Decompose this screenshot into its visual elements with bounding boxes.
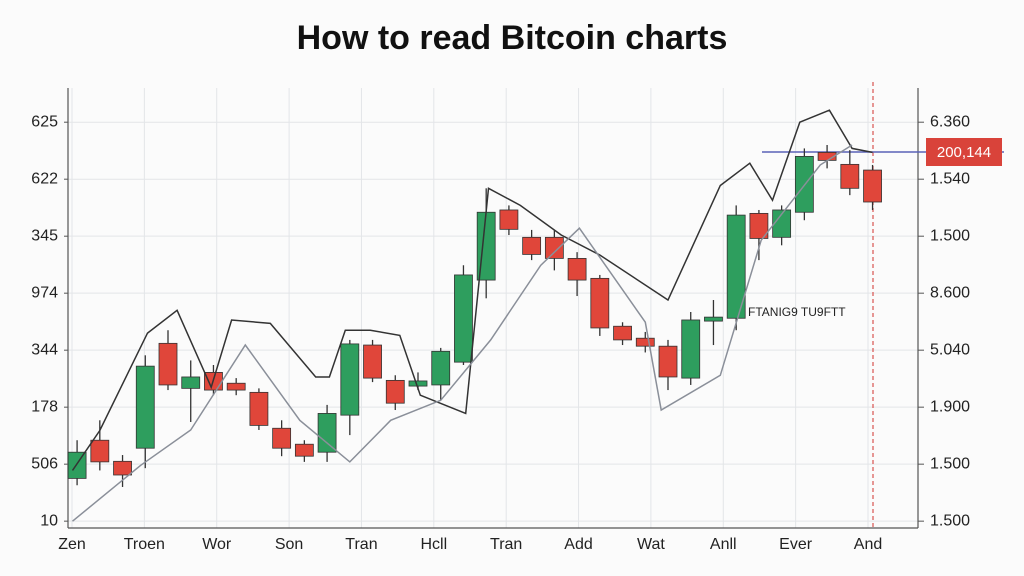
price-label: 200,144 — [937, 144, 991, 161]
y2-tick-label: 6.360 — [930, 113, 970, 130]
candle-body — [454, 274, 473, 363]
grid — [68, 88, 918, 528]
y2-tick-label: 1.500 — [930, 512, 970, 529]
candle-body — [658, 345, 678, 378]
candle-body — [522, 236, 542, 255]
y-tick-label: 345 — [31, 227, 58, 244]
y-tick-label: 625 — [31, 113, 58, 130]
candle-body — [635, 337, 655, 347]
y-tick-label: 178 — [31, 398, 58, 415]
x-tick-label: Zen — [58, 536, 86, 553]
candle-body — [135, 365, 155, 449]
x-tick-label: Tran — [345, 536, 377, 553]
x-tick-label: Anll — [710, 536, 737, 553]
x-tick-label: Ever — [779, 536, 813, 553]
candle-body — [113, 460, 132, 476]
candle-body — [181, 376, 201, 389]
chart-title: How to read Bitcoin charts — [297, 19, 728, 57]
x-tick-label: Troen — [124, 536, 165, 553]
candle-body — [704, 316, 723, 322]
candle-body — [249, 391, 269, 426]
x-tick-label: And — [854, 536, 882, 553]
annotation: FTANIG9 TU9FTT — [748, 305, 846, 319]
candle-body — [544, 236, 564, 259]
y-tick-label: 344 — [31, 341, 58, 358]
candle-body — [567, 258, 587, 281]
plot — [67, 109, 882, 522]
y2-tick-label: 1.500 — [930, 455, 970, 472]
price-label-box — [926, 138, 1002, 166]
x-tick-label: Wor — [202, 536, 232, 553]
candle-body — [772, 209, 792, 238]
y-tick-label: 622 — [31, 170, 58, 187]
y2-tick-label: 1.500 — [930, 227, 970, 244]
y2-tick-label: 1.540 — [930, 170, 970, 187]
x-tick-label: Wat — [637, 536, 665, 553]
y2-tick-label: 1.900 — [930, 398, 970, 415]
y-tick-label: 10 — [40, 512, 58, 529]
candle-body — [340, 343, 360, 416]
candle-body — [681, 319, 701, 379]
candle-body — [294, 443, 314, 457]
y2-tick-label: 8.600 — [930, 284, 970, 301]
candle-body — [499, 209, 519, 230]
candle-body — [726, 214, 746, 319]
x-tick-label: Tran — [490, 536, 522, 553]
candle-body — [749, 212, 769, 239]
candle-body — [863, 169, 882, 203]
candle-body — [385, 379, 405, 404]
candle-body — [67, 451, 87, 479]
candle-body — [90, 439, 110, 463]
indicator-line — [72, 144, 853, 522]
y2-tick-label: 5.040 — [930, 341, 970, 358]
candle-body — [363, 344, 382, 379]
candle-body — [613, 325, 632, 341]
candle-body — [590, 277, 610, 329]
candle-body — [272, 427, 292, 449]
x-tick-label: Son — [275, 536, 303, 553]
candle-body — [158, 342, 178, 386]
y-tick-label: 974 — [31, 284, 58, 301]
candle-body — [431, 350, 451, 386]
candle-body — [840, 163, 860, 189]
x-tick-label: Add — [564, 536, 592, 553]
y-tick-label: 506 — [31, 455, 58, 472]
candle-body — [317, 413, 337, 453]
candle-body — [226, 382, 246, 391]
x-tick-label: Hcll — [420, 536, 447, 553]
candle-body — [408, 380, 428, 387]
indicator-line — [71, 109, 873, 471]
